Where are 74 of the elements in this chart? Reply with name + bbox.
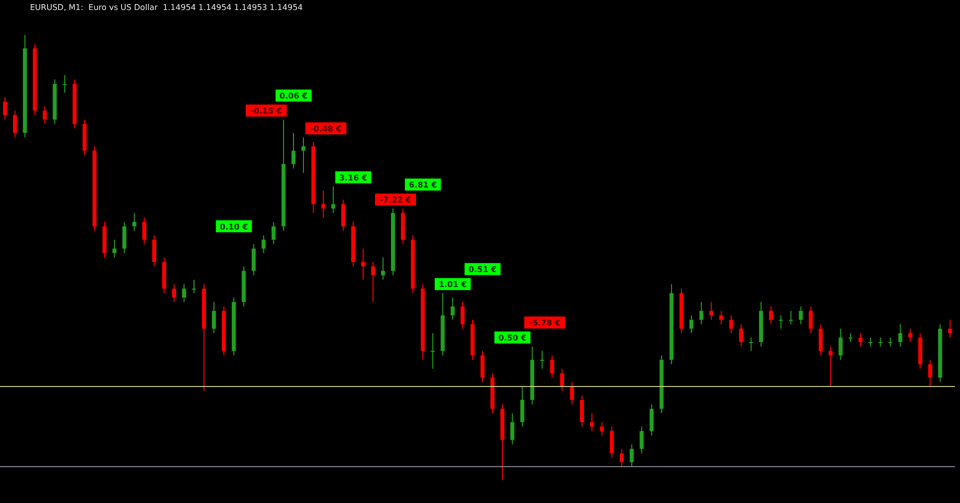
candlestick xyxy=(291,132,296,169)
candlestick xyxy=(768,306,773,325)
candlestick xyxy=(3,96,7,120)
candlestick xyxy=(182,284,186,302)
candlestick xyxy=(262,234,266,254)
candlestick xyxy=(620,448,624,468)
candlestick xyxy=(808,306,813,334)
candlestick xyxy=(371,261,376,302)
candlestick xyxy=(729,314,734,334)
candlestick xyxy=(480,350,484,383)
candlestick xyxy=(719,310,724,325)
candlestick xyxy=(192,279,196,294)
candlestick xyxy=(749,337,754,352)
candlestick xyxy=(570,382,574,405)
candlestick xyxy=(212,302,216,334)
candlestick xyxy=(610,426,614,458)
candlestick xyxy=(640,426,644,454)
annotation: -5.78 € xyxy=(529,318,561,328)
candlestick xyxy=(301,136,306,174)
annotation: 6.81 € xyxy=(408,180,438,190)
candlestick xyxy=(739,324,744,347)
candlestick xyxy=(858,332,863,347)
candlestick xyxy=(450,297,455,320)
candlestick xyxy=(778,314,783,330)
candlestick xyxy=(540,350,544,370)
candlestick xyxy=(908,328,912,343)
candlestick xyxy=(142,216,146,245)
chart-title: EURUSD, M1: Euro vs US Dollar 1.14954 1.14954 1.14953 1.14954 xyxy=(30,3,303,12)
annotation: 0.06 € xyxy=(280,92,308,101)
candlestick xyxy=(510,412,514,445)
candlestick xyxy=(112,239,116,258)
candlestick xyxy=(550,354,554,378)
candlestick xyxy=(788,310,793,325)
candlestick xyxy=(798,306,803,325)
annotation: 0.51 € xyxy=(468,265,498,274)
candlestick xyxy=(381,257,386,280)
candlestick xyxy=(928,359,932,388)
candlestick xyxy=(321,190,326,218)
candlestick xyxy=(818,324,823,356)
candlestick xyxy=(152,234,156,267)
candlestick xyxy=(520,386,524,428)
candlestick xyxy=(361,248,366,280)
candlestick xyxy=(580,394,584,428)
annotation: 1.01 € xyxy=(438,280,468,290)
candlestick xyxy=(709,302,714,320)
candlestick xyxy=(331,186,336,214)
candlestick xyxy=(828,346,833,388)
candlestick xyxy=(650,404,654,436)
annotation: -7.22 € xyxy=(380,196,412,205)
candlestick xyxy=(341,199,346,232)
annotation: 0.50 € xyxy=(498,334,527,342)
annotation: -0.48 € xyxy=(310,124,342,134)
candlestick xyxy=(600,422,604,436)
candlestick xyxy=(172,284,176,302)
candlestick xyxy=(42,106,47,124)
candlestick xyxy=(62,74,67,94)
annotation: 3.16 € xyxy=(339,173,368,182)
candlestick xyxy=(689,314,694,334)
candlestick xyxy=(590,412,594,432)
candlestick xyxy=(560,368,564,392)
candlestick xyxy=(699,302,704,325)
annotation: -0.15 € xyxy=(250,106,282,116)
candlestick xyxy=(132,212,136,232)
candlestick xyxy=(948,319,952,338)
candlestick xyxy=(122,221,126,254)
annotation: 0.10 € xyxy=(220,222,248,232)
candlestick xyxy=(12,110,17,138)
candlestick xyxy=(460,302,465,330)
candlestick xyxy=(430,332,435,370)
candlestick xyxy=(272,221,276,245)
candlestick xyxy=(252,244,256,276)
candlestick xyxy=(630,444,634,468)
candlestick xyxy=(838,328,843,360)
candlestick xyxy=(898,324,902,347)
